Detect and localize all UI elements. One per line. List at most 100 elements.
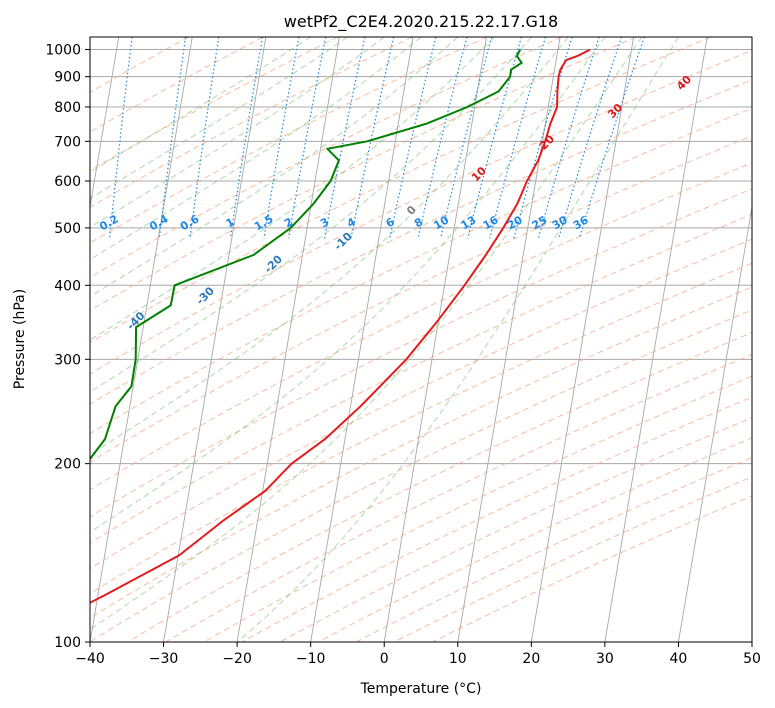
dry-adiabat-layer	[90, 37, 752, 642]
x-tick-label: 30	[596, 651, 614, 667]
dry-adiabat-line	[90, 37, 562, 278]
mixing-ratio-label: 20	[505, 213, 525, 232]
chart-title: wetPf2_C2E4.2020.215.22.17.G18	[284, 12, 558, 32]
mixing-ratio-line	[109, 37, 133, 239]
mixing-ratio-label: 0.4	[147, 212, 171, 233]
moist-adiabat-line	[90, 37, 606, 533]
moist-adiabat-line	[90, 37, 311, 173]
temperature-profile-line	[90, 48, 591, 604]
x-tick-label: −20	[222, 651, 252, 667]
dry-adiabat-line	[90, 238, 752, 570]
reference-label-layer: 0.10.20.40.611.52346810131620253036-100-…	[0, 73, 694, 428]
mixing-ratio-line	[158, 37, 187, 239]
isotherm-line	[383, 37, 487, 642]
moist-adiabat-line	[90, 37, 569, 456]
moist-adiabat-line	[90, 37, 643, 631]
dry-adiabat-line	[90, 37, 488, 244]
isotherm-line	[530, 37, 635, 642]
y-tick-label: 100	[54, 635, 81, 651]
moist-adiabat-layer	[90, 37, 679, 642]
mixing-ratio-line	[467, 37, 523, 239]
grid-layer	[90, 49, 752, 642]
isotherm-line	[236, 37, 340, 642]
dry-adiabat-line	[90, 37, 413, 208]
y-tick-label: 800	[54, 100, 81, 116]
y-tick-label: 500	[54, 221, 81, 237]
dry-adiabat-line	[90, 79, 752, 405]
dry-adiabat-label: -60	[0, 405, 17, 428]
isotherm-line	[751, 639, 752, 642]
mixing-ratio-line	[417, 37, 468, 239]
mixing-ratio-line	[578, 37, 645, 239]
y-axis-label: Pressure (hPa)	[12, 289, 28, 389]
dry-adiabat-line	[278, 417, 752, 642]
mixing-ratio-line	[513, 37, 573, 239]
moist-adiabat-line	[90, 37, 422, 261]
plot-frame	[89, 36, 753, 643]
dry-adiabat-line	[393, 476, 752, 642]
x-tick-label: 20	[522, 651, 540, 667]
mixing-ratio-label: 30	[550, 213, 570, 232]
dry-adiabat-line	[317, 437, 752, 642]
x-tick-label: 40	[670, 651, 688, 667]
dry-adiabat-line	[90, 262, 752, 595]
mixing-ratio-line	[440, 37, 493, 239]
mixing-ratio-label: 0.2	[97, 212, 120, 233]
plot-area: 0.10.20.40.611.52346810131620253036-100-…	[0, 37, 752, 642]
y-tick-label: 300	[54, 352, 81, 368]
dry-adiabat-line	[90, 37, 189, 93]
dry-adiabat-line	[431, 495, 752, 642]
mixing-ratio-line	[489, 37, 547, 239]
dry-adiabat-line	[90, 37, 637, 312]
dry-adiabat-line	[90, 188, 752, 518]
isotherm-line	[163, 37, 267, 642]
isotherm-line	[604, 37, 708, 642]
isotherm-layer	[90, 37, 752, 642]
mixing-ratio-line	[350, 37, 395, 239]
x-tick-label: −40	[75, 651, 105, 667]
mixing-ratio-line	[537, 37, 600, 239]
dry-adiabat-line	[90, 37, 711, 344]
dry-adiabat-line	[90, 286, 752, 619]
mixing-ratio-line	[263, 37, 300, 239]
dry-adiabat-line	[90, 37, 339, 172]
x-tick-label: 10	[449, 651, 467, 667]
moist-adiabat-line	[90, 37, 532, 393]
dry-adiabat-line	[164, 354, 752, 642]
isotherm-line	[678, 204, 752, 642]
dry-adiabat-line	[90, 135, 752, 463]
dry-adiabat-line	[90, 37, 264, 133]
dry-adiabat-line	[240, 396, 752, 642]
dry-adiabat-line	[90, 162, 752, 491]
x-tick-label: 50	[743, 651, 761, 667]
isotherm-line	[90, 37, 193, 642]
x-axis: −40 −30 −20 −10 0 10 20 30 40 50	[75, 642, 761, 667]
isotherm-line	[457, 37, 561, 642]
mixing-ratio-label: 1.5	[252, 212, 275, 233]
dry-adiabat-line	[202, 375, 752, 642]
y-axis: 100 200 300 400 500 600 700 800 900 1000	[45, 43, 90, 651]
mixing-ratio-layer	[109, 37, 645, 239]
y-tick-label: 600	[54, 174, 81, 190]
moist-adiabat-line	[90, 37, 348, 199]
mixing-ratio-line	[324, 37, 366, 239]
x-axis-label: Temperature (°C)	[360, 681, 482, 697]
dry-adiabat-line	[90, 309, 752, 642]
moist-adiabat-line	[90, 37, 385, 228]
mixing-ratio-label: 25	[530, 213, 550, 232]
profile-layer	[90, 48, 591, 604]
mixing-ratio-label: 36	[571, 213, 591, 232]
y-tick-label: 400	[54, 278, 81, 294]
mixing-ratio-line	[288, 37, 327, 239]
y-tick-label: 900	[54, 70, 81, 86]
mixing-ratio-label: 10	[431, 213, 451, 232]
dewpoint-profile-line	[90, 49, 523, 461]
mixing-ratio-label: 13	[459, 213, 479, 232]
mixing-ratio-line	[189, 37, 220, 239]
dry-adiabat-label: -20	[262, 252, 285, 275]
mixing-ratio-line	[389, 37, 437, 239]
x-tick-label: −10	[296, 651, 326, 667]
dry-adiabat-line	[355, 456, 752, 642]
y-tick-label: 200	[54, 457, 81, 473]
mixing-ratio-line	[229, 37, 264, 239]
